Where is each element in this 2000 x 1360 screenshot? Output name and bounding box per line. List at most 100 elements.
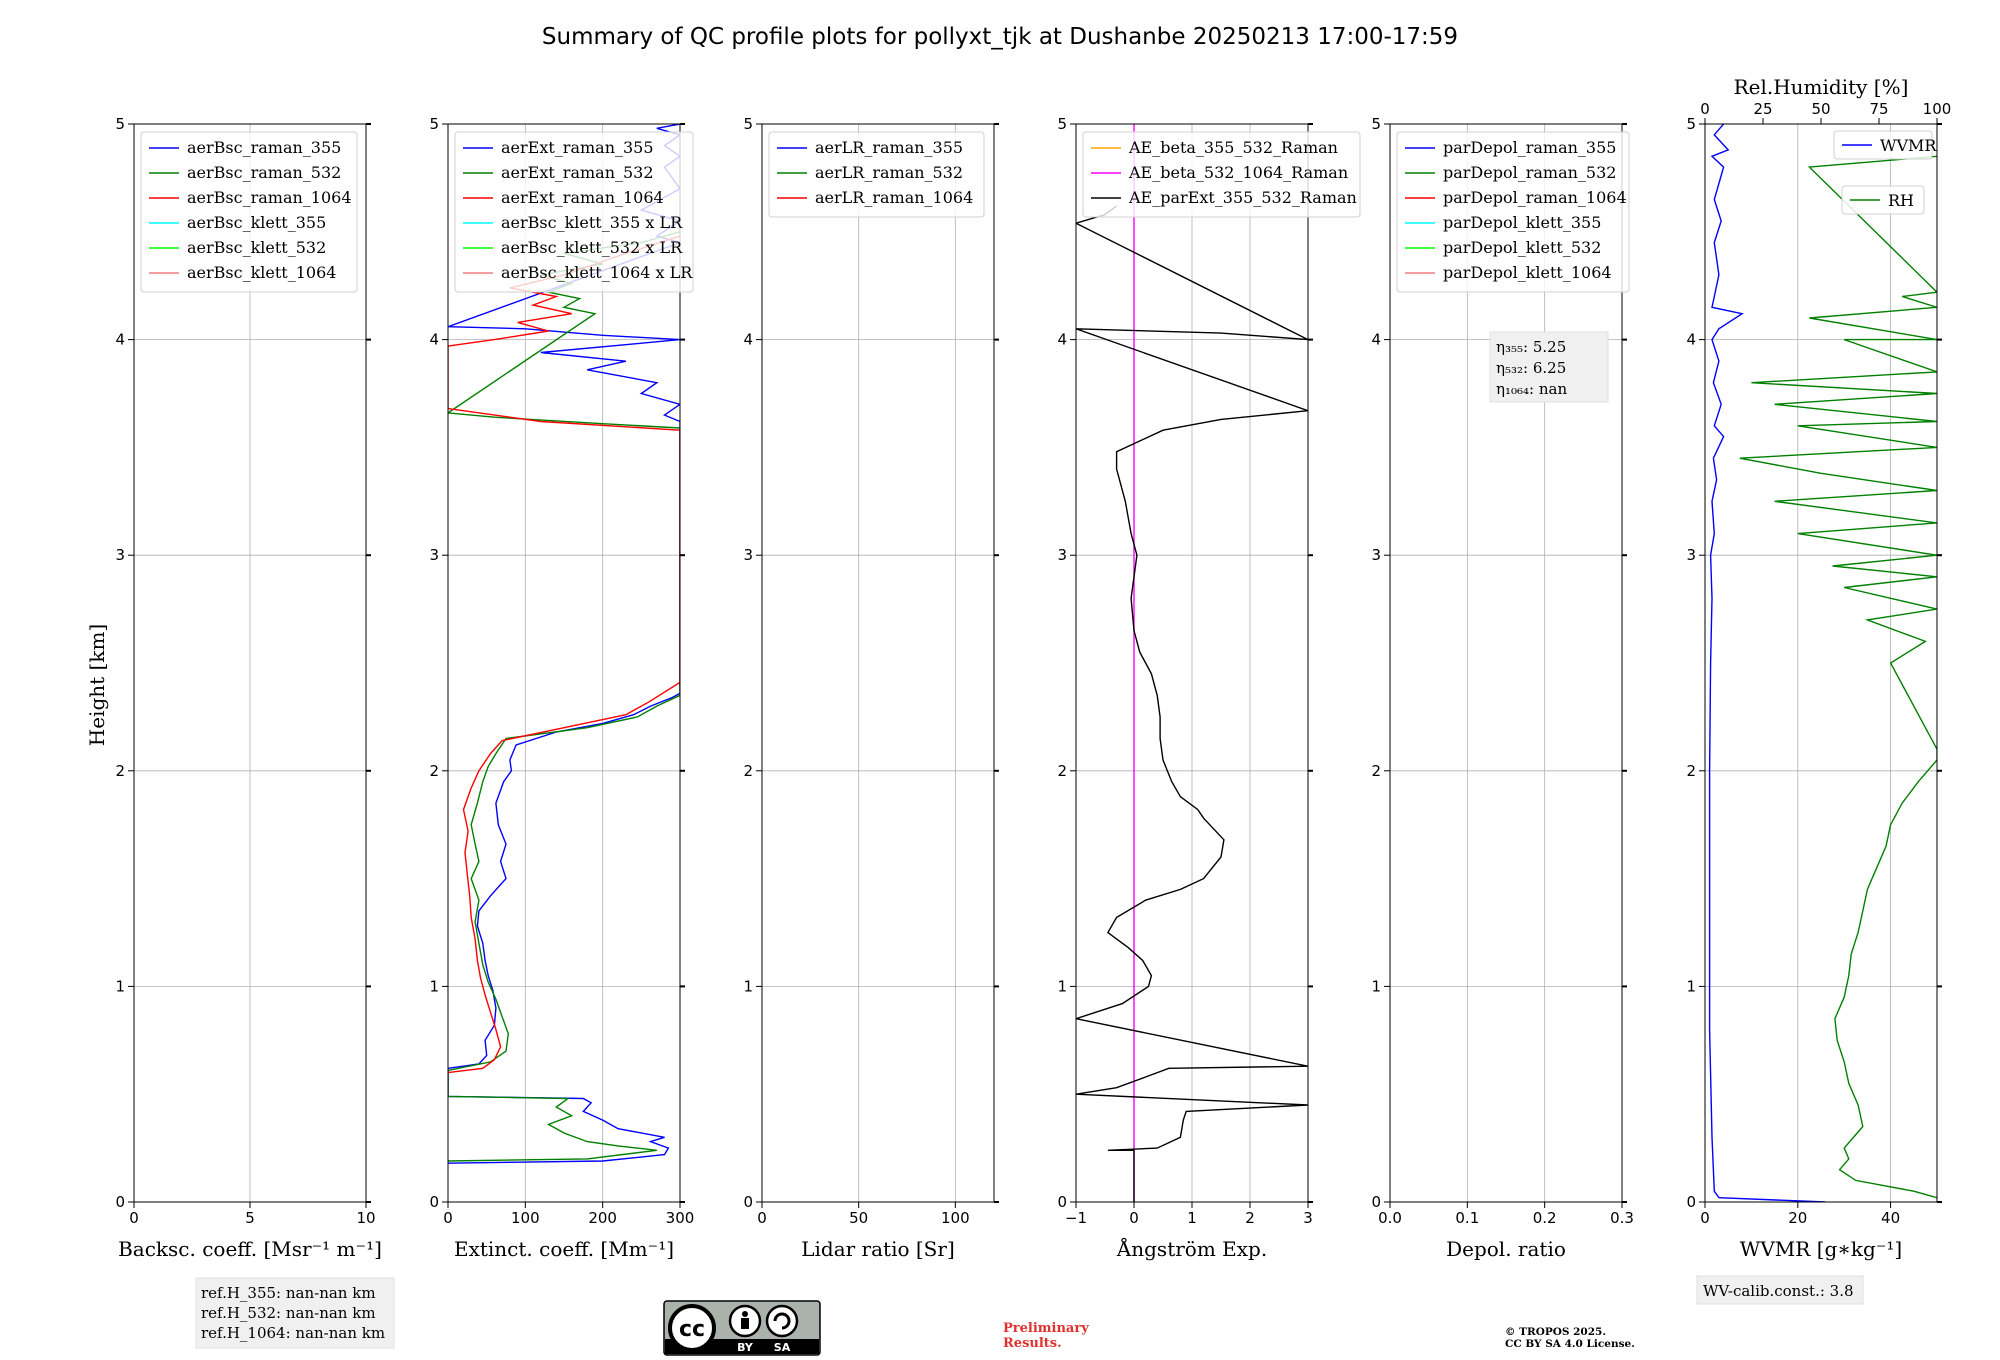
x-axis-label: Lidar ratio [Sr] <box>801 1237 955 1261</box>
x-tick-label: 0.3 <box>1610 1209 1634 1227</box>
panel-1: 0 5 10 0 1 2 3 4 5 Backsc. coeff. [Msr⁻¹ m⁻¹] aerB… <box>115 115 381 1261</box>
legend-box <box>454 131 694 293</box>
y-axis-label: Height [km] <box>85 624 109 746</box>
x-tick-label: 100 <box>941 1209 970 1227</box>
y-tick-label: 0 <box>1057 1193 1067 1211</box>
x2-tick-label: 25 <box>1753 100 1772 118</box>
svg-text:cc: cc <box>679 1317 705 1342</box>
x2-tick-label: 75 <box>1869 100 1888 118</box>
y-tick-label: 5 <box>115 115 125 133</box>
cc-by-label: BY <box>737 1341 754 1354</box>
y-tick-label: 2 <box>1057 762 1067 780</box>
refh-355: ref.H_355: nan-nan km <box>201 1284 376 1302</box>
series-aerext-raman-532 <box>448 231 680 1162</box>
y-tick-label: 5 <box>1686 115 1696 133</box>
cc-sa-label: SA <box>774 1341 791 1354</box>
y-tick-label: 2 <box>1686 762 1696 780</box>
x-tick-label: 0 <box>1700 1209 1710 1227</box>
legend-label: parDepol_klett_1064 <box>1443 263 1612 282</box>
x-tick-label: 0 <box>1129 1209 1139 1227</box>
legend-label: parDepol_klett_532 <box>1443 238 1601 257</box>
y-tick-label: 5 <box>1057 115 1067 133</box>
y-tick-label: 1 <box>1371 977 1381 995</box>
x-tick-label: 100 <box>511 1209 540 1227</box>
y-tick-label: 0 <box>115 1193 125 1211</box>
y-tick-label: 1 <box>115 977 125 995</box>
legend: aerExt_raman_355 aerExt_raman_532 aerExt_r… <box>454 131 694 293</box>
legend: AE_beta_355_532_Raman AE_beta_532_1064_Ra… <box>1082 131 1361 218</box>
legend-label: aerBsc_raman_1064 <box>187 188 352 207</box>
wv-calib-text: WV-calib.const.: 3.8 <box>1703 1282 1854 1300</box>
y-tick-label: 0 <box>743 1193 753 1211</box>
x-tick-label: −1 <box>1065 1209 1087 1227</box>
y-tick-label: 2 <box>743 762 753 780</box>
legend-label: parDepol_raman_1064 <box>1443 188 1627 207</box>
y-tick-label: 4 <box>1371 331 1381 349</box>
y-tick-label: 4 <box>115 331 125 349</box>
y-tick-label: 5 <box>1371 115 1381 133</box>
axes-frame <box>447 123 681 1203</box>
x-tick-label: 0 <box>757 1209 767 1227</box>
legend-label: aerBsc_raman_355 <box>187 138 341 157</box>
legend-rh: RH <box>1841 185 1925 215</box>
x-tick-label: 2 <box>1245 1209 1255 1227</box>
legend-label: aerExt_raman_532 <box>501 163 654 182</box>
series-group <box>1708 124 1937 1202</box>
x-tick-label: 0.0 <box>1378 1209 1402 1227</box>
series-rh <box>1739 155 1937 1199</box>
y-tick-label: 2 <box>115 762 125 780</box>
eta-note: η₃₅₅: 5.25 η₅₃₂: 6.25 η₁₀₆₄: nan <box>1489 331 1609 403</box>
y-tick-label: 3 <box>1057 546 1067 564</box>
x2-tick-label: 50 <box>1811 100 1830 118</box>
x-tick-label: 300 <box>666 1209 695 1227</box>
axes-frame <box>1704 123 1938 1203</box>
axes-frame <box>761 123 995 1203</box>
figure-title: Summary of QC profile plots for pollyxt_… <box>542 24 1458 50</box>
legend-label: aerBsc_klett_1064 x LR <box>501 263 693 282</box>
panel-6: 0 20 40 0 1 2 3 4 5 WVMR [g∗kg⁻¹] 0 25 50 75 100 Rel.Hu… <box>1686 75 1951 1261</box>
preliminary-line-2: Results. <box>1003 1336 1062 1351</box>
y-tick-label: 2 <box>1371 762 1381 780</box>
legend-label: aerBsc_klett_1064 <box>187 263 336 282</box>
y-tick-label: 1 <box>429 977 439 995</box>
y-tick-label: 4 <box>429 331 439 349</box>
legend-label: aerBsc_klett_355 <box>187 213 326 232</box>
x2-tick-label: 100 <box>1923 100 1952 118</box>
legend-label: parDepol_klett_355 <box>1443 213 1601 232</box>
cc-license-badge: cc BY SA <box>663 1300 821 1356</box>
legend: parDepol_raman_355 parDepol_raman_532 parD… <box>1396 131 1630 293</box>
y-tick-label: 4 <box>1057 331 1067 349</box>
legend-box <box>1833 130 1933 160</box>
x-tick-label: 0 <box>129 1209 139 1227</box>
y-tick-label: 3 <box>743 546 753 564</box>
legend-box <box>140 131 358 293</box>
y-tick-label: 1 <box>1057 977 1067 995</box>
legend: aerBsc_raman_355 aerBsc_raman_532 aerBsc_r… <box>140 131 358 293</box>
x-tick-label: 0.1 <box>1455 1209 1479 1227</box>
legend-label: WVMR <box>1880 136 1937 155</box>
copyright-line-1: © TROPOS 2025. <box>1505 1326 1606 1338</box>
panel-3: 0 50 100 0 1 2 3 4 5 Lidar ratio [Sr] aerLR_raman_… <box>743 115 999 1261</box>
legend-label: aerBsc_klett_355 x LR <box>501 213 683 232</box>
refh-note: ref.H_355: nan-nan km ref.H_532: nan-nan… <box>195 1277 395 1349</box>
y-tick-label: 5 <box>743 115 753 133</box>
panel-2: 0 100 200 300 0 1 2 3 4 5 Extinct. coeff. [Mm⁻¹] ae… <box>429 115 694 1261</box>
y-tick-label: 0 <box>1686 1193 1696 1211</box>
legend-label: aerBsc_raman_532 <box>187 163 341 182</box>
y-tick-label: 0 <box>1371 1193 1381 1211</box>
y-tick-label: 3 <box>1686 546 1696 564</box>
sa-icon <box>765 1304 799 1338</box>
series-aerext-raman-1064 <box>448 235 680 1074</box>
panel-5: 0.0 0.1 0.2 0.3 0 1 2 3 4 5 Depol. ratio parDepol_r… <box>1371 115 1633 1261</box>
y-tick-label: 0 <box>429 1193 439 1211</box>
series-wvmr <box>1708 124 1826 1202</box>
x-tick-label: 3 <box>1303 1209 1313 1227</box>
x-axis-label: Backsc. coeff. [Msr⁻¹ m⁻¹] <box>118 1237 382 1261</box>
wv-calib-note: WV-calib.const.: 3.8 <box>1696 1275 1864 1305</box>
y-tick-label: 4 <box>743 331 753 349</box>
x-axis-label: WVMR [g∗kg⁻¹] <box>1740 1237 1902 1261</box>
legend-label: AE_beta_532_1064_Raman <box>1128 163 1348 182</box>
copyright-line-2: CC BY SA 4.0 License. <box>1505 1338 1635 1350</box>
